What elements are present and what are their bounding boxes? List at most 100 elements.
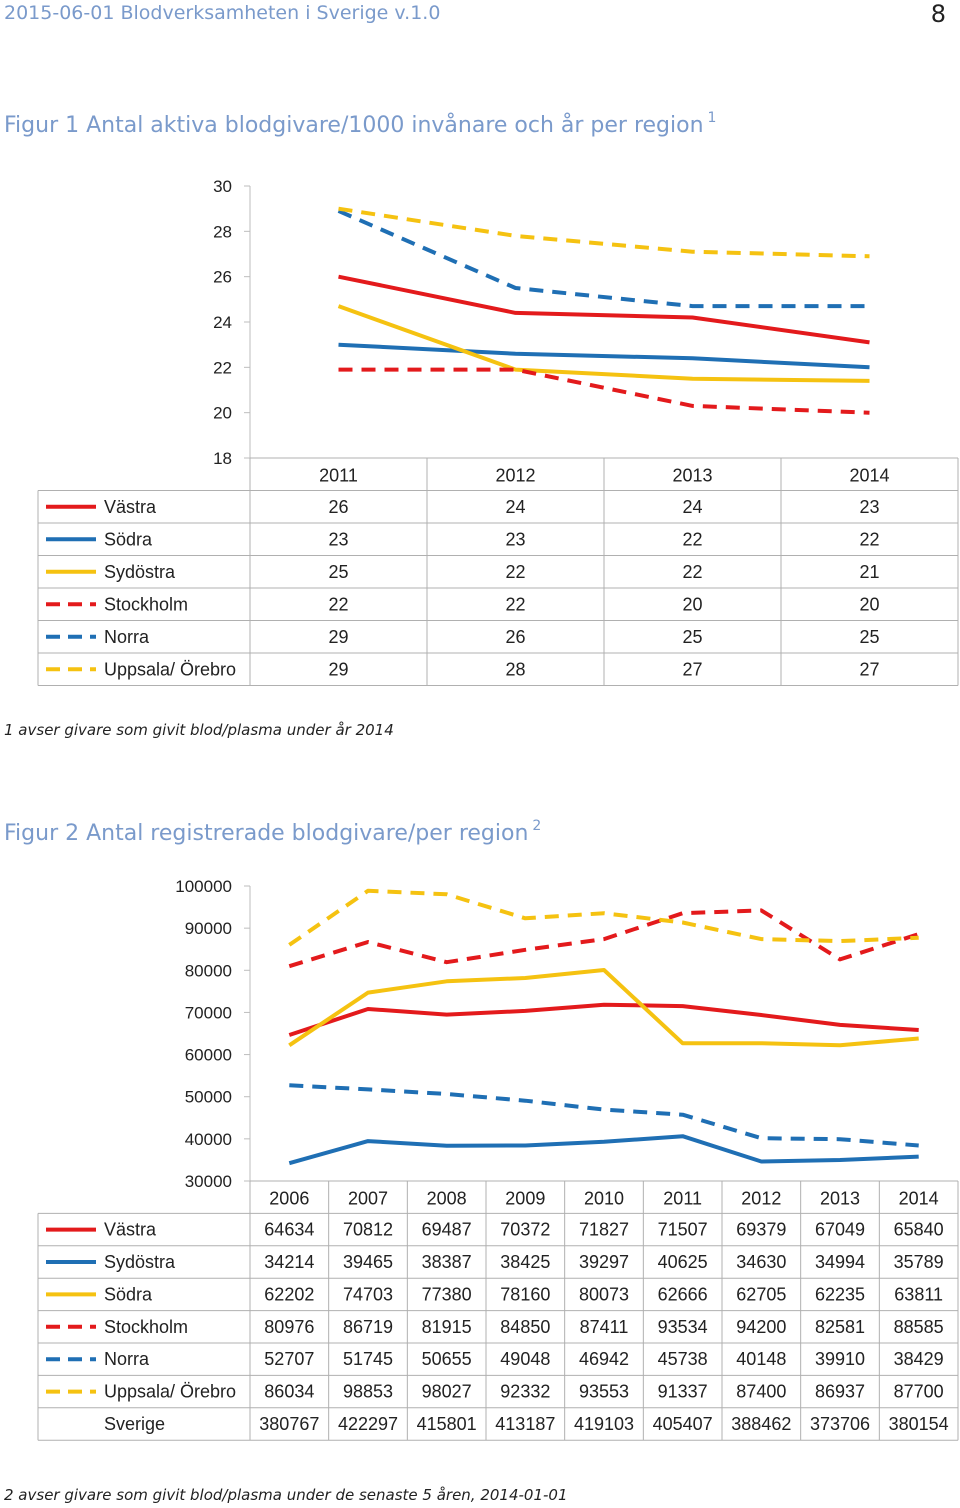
y-tick-label: 90000 xyxy=(185,919,232,938)
table-cell: 87700 xyxy=(894,1382,944,1402)
table-cell: 98853 xyxy=(343,1382,393,1402)
figure1-title: Figur 1 Antal aktiva blodgivare/1000 inv… xyxy=(4,110,716,138)
table-cell: 91337 xyxy=(658,1382,708,1402)
y-tick-label: 28 xyxy=(213,222,232,241)
table-cell: 34630 xyxy=(736,1252,786,1272)
table-cell: 69379 xyxy=(736,1220,786,1240)
table-cell: 22 xyxy=(505,594,525,614)
series-line-stockholm xyxy=(338,367,870,415)
series-line-uppsala-örebro xyxy=(338,206,870,259)
y-tick-label: 18 xyxy=(213,449,232,468)
table-cell: 52707 xyxy=(264,1349,314,1369)
table-cell: 22 xyxy=(505,562,525,582)
figure1-title-text: Figur 1 Antal aktiva blodgivare/1000 inv… xyxy=(4,113,704,138)
table-cell: 35789 xyxy=(894,1252,944,1272)
legend-label-västra: Västra xyxy=(104,1220,157,1240)
table-cell: 38429 xyxy=(894,1349,944,1369)
table-cell: 413187 xyxy=(495,1414,555,1434)
x-category-label: 2006 xyxy=(269,1188,309,1208)
y-tick-label: 70000 xyxy=(185,1003,232,1022)
table-cell: 98027 xyxy=(422,1382,472,1402)
table-cell: 25 xyxy=(859,627,879,647)
table-cell: 39297 xyxy=(579,1252,629,1272)
table-cell: 23 xyxy=(859,497,879,517)
table-cell: 25 xyxy=(682,627,702,647)
table-cell: 27 xyxy=(859,659,879,679)
table-cell: 64634 xyxy=(264,1220,314,1240)
table-cell: 69487 xyxy=(422,1220,472,1240)
x-category-label: 2011 xyxy=(319,465,358,485)
table-cell: 20 xyxy=(682,594,702,614)
table-cell: 38387 xyxy=(422,1252,472,1272)
series-line-norra xyxy=(337,209,870,309)
series-line-stockholm xyxy=(288,908,920,969)
y-tick-label: 24 xyxy=(213,313,232,332)
legend-label-uppsala-örebro: Uppsala/ Örebro xyxy=(104,1382,236,1402)
table-cell: 405407 xyxy=(653,1414,713,1434)
table-cell: 77380 xyxy=(422,1284,472,1304)
table-cell: 81915 xyxy=(422,1317,472,1337)
table-cell: 71507 xyxy=(658,1220,708,1240)
table-cell: 39910 xyxy=(815,1349,865,1369)
series-line-västra xyxy=(338,274,870,345)
table-cell: 62705 xyxy=(736,1284,786,1304)
table-cell: 65840 xyxy=(894,1220,944,1240)
table-cell: 415801 xyxy=(417,1414,477,1434)
x-category-label: 2012 xyxy=(741,1188,781,1208)
table-cell: 87400 xyxy=(736,1382,786,1402)
table-cell: 22 xyxy=(682,562,702,582)
table-cell: 62235 xyxy=(815,1284,865,1304)
table-cell: 86034 xyxy=(264,1382,314,1402)
table-cell: 22 xyxy=(859,529,879,549)
legend-label-sverige: Sverige xyxy=(104,1414,165,1434)
series-line-västra xyxy=(288,1002,919,1037)
table-cell: 26 xyxy=(328,497,348,517)
table-cell: 422297 xyxy=(338,1414,398,1434)
series-line-norra xyxy=(289,1083,919,1148)
y-tick-label: 22 xyxy=(213,358,232,377)
table-cell: 419103 xyxy=(574,1414,634,1434)
x-category-label: 2014 xyxy=(849,465,889,485)
table-cell: 87411 xyxy=(580,1317,629,1337)
table-cell: 34994 xyxy=(815,1252,865,1272)
table-cell: 22 xyxy=(682,529,702,549)
figure1-chart: 18 20 22 24 26 28 30 2011 2012 2013 2014 Västra 26 24… xyxy=(37,177,959,686)
table-cell: 67049 xyxy=(815,1220,865,1240)
y-tick-label: 40000 xyxy=(185,1130,232,1149)
table-cell: 38425 xyxy=(500,1252,550,1272)
table-cell: 51745 xyxy=(343,1349,393,1369)
x-category-label: 2007 xyxy=(348,1188,388,1208)
table-cell: 70372 xyxy=(500,1220,550,1240)
table-cell: 373706 xyxy=(810,1414,870,1434)
legend-label-norra: Norra xyxy=(104,1349,150,1369)
x-category-label: 2014 xyxy=(899,1188,939,1208)
series-line-sydöstra xyxy=(288,1134,919,1166)
table-cell: 92332 xyxy=(500,1382,550,1402)
table-cell: 88585 xyxy=(894,1317,944,1337)
legend-label-södra: Södra xyxy=(104,1284,153,1304)
legend-label-sydöstra: Sydöstra xyxy=(104,1252,176,1272)
x-category-label: 2008 xyxy=(427,1188,467,1208)
figure2-footnote: 2 avser givare som givit blod/plasma und… xyxy=(4,1486,568,1504)
table-cell: 50655 xyxy=(422,1349,472,1369)
table-cell: 20 xyxy=(859,594,879,614)
table-cell: 25 xyxy=(328,562,348,582)
y-tick-label: 30000 xyxy=(185,1172,232,1191)
table-cell: 62666 xyxy=(658,1284,708,1304)
y-tick-label: 26 xyxy=(213,268,232,287)
legend-label-södra: Södra xyxy=(104,529,153,549)
figure2-title-sup: 2 xyxy=(532,818,542,834)
table-cell: 49048 xyxy=(500,1349,550,1369)
table-cell: 24 xyxy=(682,497,702,517)
table-cell: 93553 xyxy=(579,1382,629,1402)
series-line-södra xyxy=(338,342,870,370)
table-cell: 86719 xyxy=(343,1317,393,1337)
figure2-title-text: Figur 2 Antal registrerade blodgivare/pe… xyxy=(4,821,529,846)
y-tick-label: 80000 xyxy=(185,961,232,980)
table-cell: 74703 xyxy=(343,1284,393,1304)
figure2-title: Figur 2 Antal registrerade blodgivare/pe… xyxy=(4,818,541,846)
table-cell: 380154 xyxy=(889,1414,949,1434)
table-cell: 46942 xyxy=(579,1349,629,1369)
x-category-label: 2011 xyxy=(663,1188,702,1208)
table-cell: 78160 xyxy=(500,1284,550,1304)
